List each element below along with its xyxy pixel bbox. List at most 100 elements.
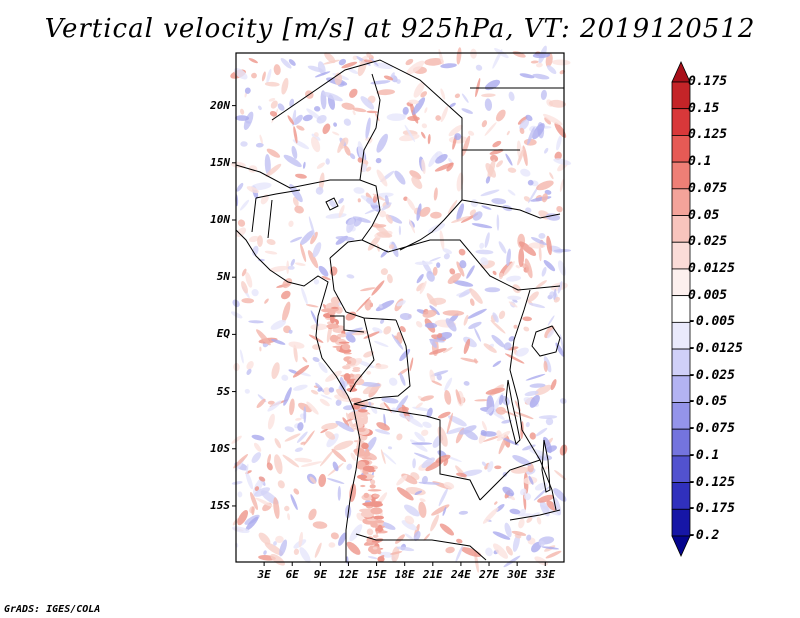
velocity-speckle <box>297 422 304 431</box>
velocity-speckle <box>522 444 536 451</box>
velocity-speckle <box>345 311 357 321</box>
country-borders <box>235 59 564 562</box>
velocity-speckle <box>475 64 483 71</box>
velocity-speckle <box>419 280 427 295</box>
velocity-speckle <box>328 542 336 548</box>
velocity-speckle <box>531 541 542 553</box>
velocity-speckle <box>347 67 359 75</box>
velocity-speckle <box>511 530 527 536</box>
velocity-speckle <box>310 310 319 327</box>
velocity-speckle <box>421 158 426 175</box>
velocity-speckle <box>420 91 428 98</box>
velocity-speckle <box>284 426 295 433</box>
velocity-speckle <box>326 433 339 448</box>
velocity-speckle <box>413 452 433 461</box>
velocity-speckle <box>518 518 525 529</box>
velocity-speckle <box>404 515 415 525</box>
velocity-speckle <box>268 98 276 102</box>
velocity-speckle <box>325 370 342 382</box>
velocity-speckle <box>546 65 557 75</box>
velocity-speckle <box>532 123 545 140</box>
colorbar-label: 0.05 <box>688 207 720 223</box>
velocity-speckle <box>429 256 441 262</box>
velocity-speckle <box>495 406 507 415</box>
velocity-speckle <box>325 431 336 440</box>
velocity-speckle <box>550 379 557 391</box>
velocity-speckle <box>319 450 334 467</box>
velocity-speckle <box>485 547 493 557</box>
velocity-speckle <box>427 223 446 234</box>
lon-label: 9E <box>313 568 327 581</box>
coastal-speckle <box>370 521 378 528</box>
velocity-speckle <box>559 334 564 352</box>
velocity-speckle <box>405 415 423 428</box>
border-cameroon <box>329 239 397 321</box>
velocity-speckle <box>320 428 328 434</box>
coastal-speckle <box>337 333 347 338</box>
velocity-speckle <box>440 106 449 123</box>
velocity-speckle <box>455 545 463 563</box>
velocity-speckle <box>491 334 505 348</box>
velocity-speckle <box>235 542 239 548</box>
velocity-speckle <box>559 69 566 75</box>
velocity-speckle <box>375 157 382 164</box>
velocity-speckle <box>530 60 539 64</box>
velocity-speckle <box>487 159 496 179</box>
velocity-speckle <box>508 336 515 342</box>
velocity-speckle <box>237 510 249 526</box>
velocity-speckle <box>456 538 463 544</box>
velocity-speckle <box>259 134 263 144</box>
velocity-speckle <box>435 153 448 164</box>
velocity-speckle <box>338 532 347 546</box>
velocity-speckle <box>553 248 572 253</box>
velocity-speckle <box>352 107 367 113</box>
velocity-speckle <box>313 132 319 137</box>
velocity-speckle <box>283 387 292 406</box>
border-chad <box>359 73 520 181</box>
velocity-speckle <box>311 133 321 141</box>
velocity-speckle <box>480 430 487 436</box>
velocity-speckle <box>545 417 554 426</box>
velocity-speckle <box>287 265 295 270</box>
velocity-speckle <box>535 427 548 437</box>
velocity-speckle <box>300 243 307 262</box>
velocity-speckle <box>413 81 425 98</box>
velocity-speckle <box>374 364 389 370</box>
velocity-speckle <box>312 356 320 363</box>
coastal-speckle <box>352 366 361 371</box>
velocity-speckle <box>381 397 399 404</box>
velocity-speckle <box>345 333 356 343</box>
coastal-speckle <box>372 534 379 538</box>
velocity-speckle <box>345 412 355 432</box>
velocity-speckle <box>231 481 243 485</box>
velocity-speckle <box>346 274 355 279</box>
velocity-speckle <box>528 184 540 204</box>
velocity-speckle <box>322 123 331 135</box>
velocity-speckle <box>396 474 408 486</box>
velocity-speckle <box>374 429 391 435</box>
velocity-speckle <box>409 439 428 452</box>
velocity-speckle <box>422 421 432 428</box>
velocity-speckle <box>484 287 501 293</box>
velocity-speckle <box>403 504 420 517</box>
velocity-speckle <box>414 431 426 442</box>
velocity-speckle <box>553 158 572 166</box>
coastal-speckle <box>371 498 376 502</box>
velocity-speckle <box>484 122 497 136</box>
velocity-speckle <box>522 316 532 322</box>
velocity-speckle <box>236 182 244 192</box>
velocity-speckle <box>505 545 513 556</box>
velocity-speckle <box>349 524 363 542</box>
velocity-speckle <box>416 274 424 284</box>
velocity-speckle <box>263 550 267 555</box>
velocity-speckle <box>246 186 259 194</box>
coastal-speckle <box>362 502 374 507</box>
velocity-speckle <box>413 531 421 541</box>
velocity-speckle <box>289 184 303 203</box>
velocity-speckle <box>270 319 286 330</box>
velocity-speckle <box>264 250 278 255</box>
velocity-speckle <box>244 388 250 394</box>
velocity-speckle <box>349 88 358 98</box>
coastal-speckle <box>369 484 376 489</box>
velocity-speckle <box>518 241 537 256</box>
